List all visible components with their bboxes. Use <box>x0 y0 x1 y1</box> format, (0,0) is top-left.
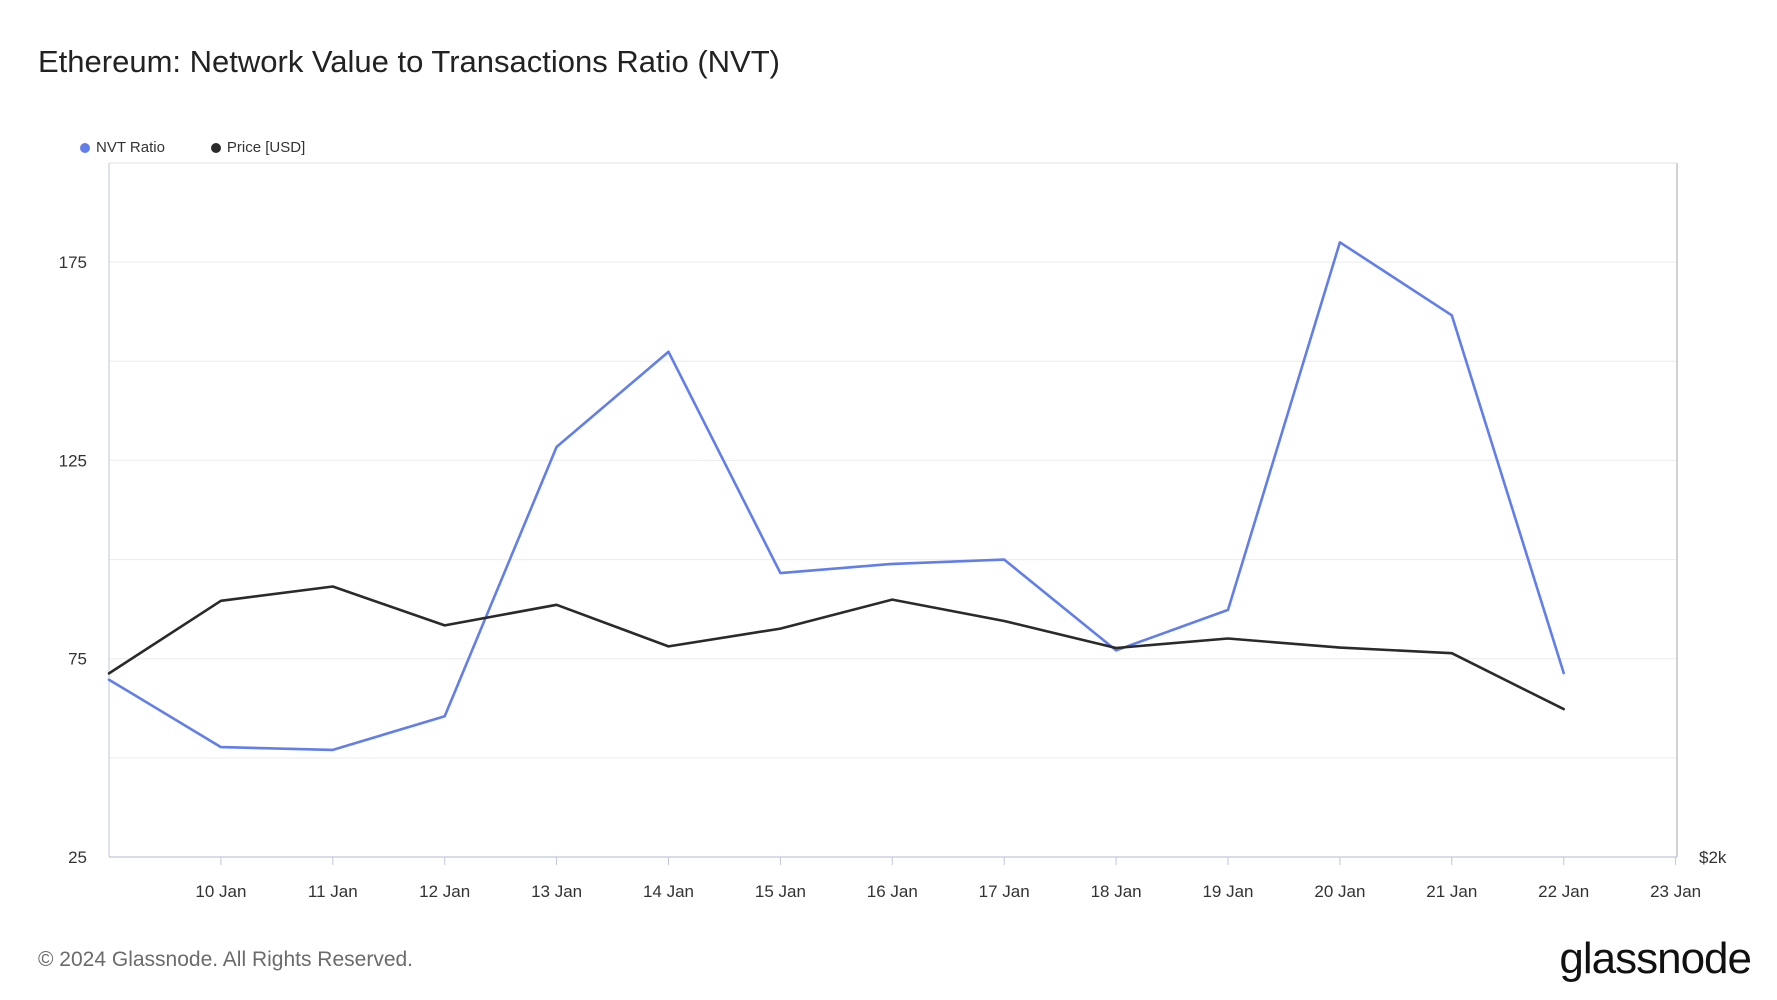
x-tick-label: 10 Jan <box>195 882 246 901</box>
x-tick-label: 20 Jan <box>1314 882 1365 901</box>
legend-label-price: Price [USD] <box>226 139 306 156</box>
right-axis-label: $2k <box>1699 848 1727 867</box>
x-tick-label: 18 Jan <box>1091 882 1142 901</box>
x-tick-label: 14 Jan <box>643 882 694 901</box>
x-tick-label: 19 Jan <box>1202 882 1253 901</box>
glassnode-logo: glassnode <box>1559 934 1752 983</box>
x-tick-label: 21 Jan <box>1426 882 1477 901</box>
nvt-ratio-line <box>107 241 1565 752</box>
x-tick-label: 16 Jan <box>867 882 918 901</box>
legend-dot-icon <box>210 142 221 153</box>
copyright-footer: © 2024 Glassnode. All Rights Reserved. <box>38 948 414 971</box>
x-tick-label: 23 Jan <box>1650 882 1701 901</box>
legend-label-nvt: NVT Ratio <box>96 139 165 156</box>
legend: NVT Ratio Price [USD] <box>80 139 305 156</box>
price-line <box>107 585 1565 711</box>
y-tick-label: 175 <box>59 253 87 272</box>
legend-dot-icon <box>80 142 90 153</box>
legend-item-price[interactable]: Price [USD] <box>210 139 306 156</box>
x-tick-label: 11 Jan <box>308 882 358 901</box>
x-tick-label: 17 Jan <box>979 882 1030 901</box>
legend-item-nvt[interactable]: NVT Ratio <box>80 139 165 156</box>
x-tick-label: 13 Jan <box>531 882 582 901</box>
x-tick-label: 12 Jan <box>419 882 470 901</box>
y-tick-label: 125 <box>59 451 87 470</box>
y-tick-label: 75 <box>68 650 87 669</box>
chart-title: Ethereum: Network Value to Transactions … <box>38 44 780 79</box>
y-tick-label: 25 <box>68 848 87 867</box>
x-tick-label: 15 Jan <box>755 882 806 901</box>
x-tick-label: 22 Jan <box>1538 882 1589 901</box>
